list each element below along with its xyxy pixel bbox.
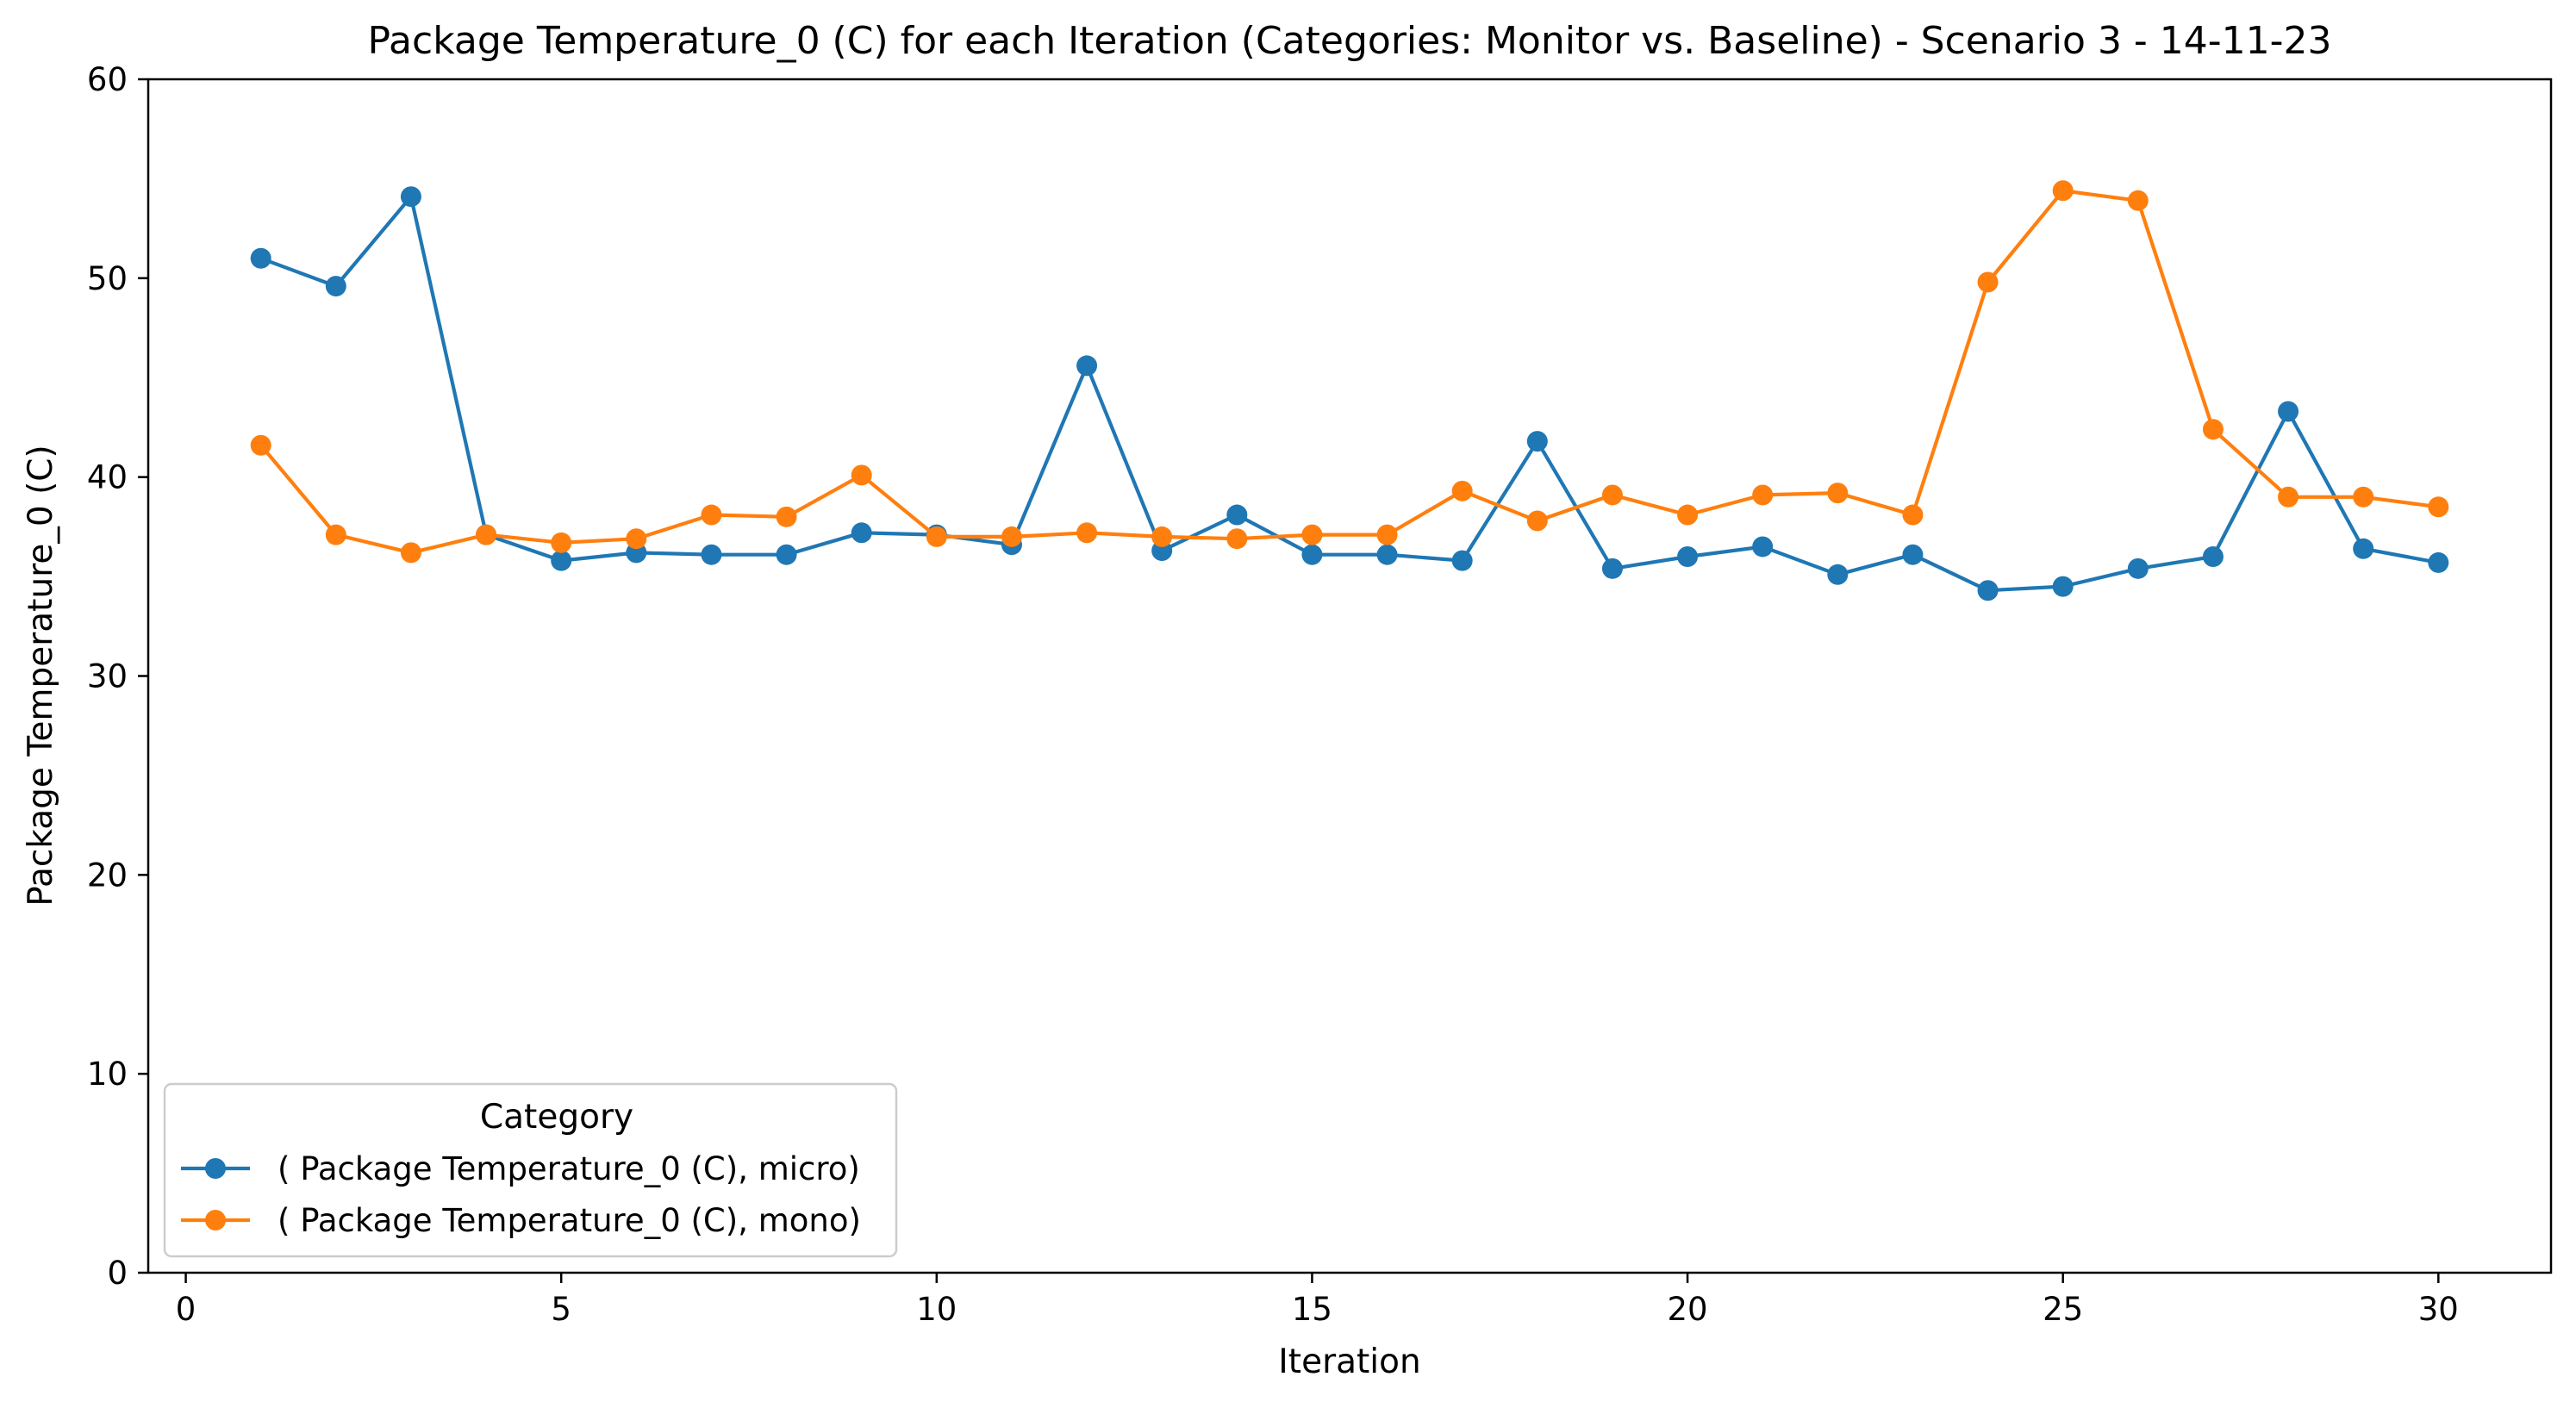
y-tick-label: 40 <box>87 459 128 496</box>
data-point <box>400 542 421 564</box>
data-point <box>1526 510 1548 532</box>
data-point <box>1376 544 1398 565</box>
series-line <box>259 189 2439 555</box>
data-point <box>1601 484 1623 506</box>
data-point <box>1076 522 1098 544</box>
data-point <box>1301 544 1323 565</box>
y-tick-label: 60 <box>87 61 128 98</box>
data-point <box>1601 558 1623 579</box>
y-tick-label: 0 <box>107 1255 128 1292</box>
plot-area: 0 5 10 15 20 25 30 0 10 20 30 40 50 60 <box>87 61 2553 1328</box>
data-point <box>2052 180 2074 202</box>
data-point <box>551 550 572 571</box>
data-point <box>2353 486 2374 508</box>
data-point <box>2127 558 2149 579</box>
data-point <box>701 504 722 526</box>
y-tick-label: 50 <box>87 260 128 297</box>
data-point <box>1677 504 1699 526</box>
data-point <box>1376 524 1398 545</box>
legend-marker <box>205 1158 226 1179</box>
x-tick-label: 5 <box>551 1291 571 1328</box>
data-point <box>626 528 647 550</box>
data-point <box>551 532 572 553</box>
data-point <box>1226 528 1248 550</box>
x-tick-label: 25 <box>2043 1291 2083 1328</box>
data-point <box>776 506 797 527</box>
data-point <box>2127 190 2149 211</box>
data-point <box>250 247 271 269</box>
legend-items: ( Package Temperature_0 (C), micro) ( Pac… <box>181 1150 861 1239</box>
legend-title: Category <box>480 1098 633 1137</box>
legend: Category ( Package Temperature_0 (C), mi… <box>163 1082 898 1258</box>
data-point <box>2278 486 2299 508</box>
data-point <box>1151 526 1173 547</box>
data-point <box>1752 536 1774 558</box>
legend-marker <box>205 1210 226 1230</box>
data-point <box>1451 550 1473 571</box>
series-line <box>259 195 2439 593</box>
y-axis-ticks: 0 10 20 30 40 50 60 <box>87 61 148 1292</box>
data-point <box>1827 564 1849 585</box>
data-point <box>325 524 346 545</box>
data-point <box>1526 431 1548 452</box>
data-point <box>2278 401 2299 422</box>
y-tick-label: 20 <box>87 857 128 894</box>
data-point <box>2202 546 2224 567</box>
data-point <box>1001 526 1022 547</box>
data-point <box>1977 271 1999 293</box>
x-axis-label: Iteration <box>1278 1343 1420 1381</box>
x-axis-ticks: 0 5 10 15 20 25 30 <box>176 1273 2459 1328</box>
legend-label: ( Package Temperature_0 (C), micro) <box>278 1150 860 1187</box>
y-axis-label: Package Temperature_0 (C) <box>22 445 60 906</box>
data-point <box>1752 484 1774 506</box>
data-point <box>926 526 947 547</box>
data-point <box>1827 483 1849 504</box>
x-tick-label: 15 <box>1292 1291 1332 1328</box>
data-point <box>851 464 872 486</box>
data-point <box>2428 551 2449 573</box>
legend-label: ( Package Temperature_0 (C), mono) <box>278 1202 861 1239</box>
data-point <box>1301 524 1323 545</box>
data-point <box>1902 544 1924 565</box>
chart-title: Package Temperature_0 (C) for each Itera… <box>367 19 2331 63</box>
data-point <box>1451 480 1473 502</box>
series-1 <box>250 186 2449 601</box>
data-point <box>1902 504 1924 526</box>
data-point <box>1076 355 1098 377</box>
data-point <box>325 276 346 297</box>
data-point <box>851 522 872 544</box>
series-layer <box>250 180 2449 601</box>
data-point <box>400 186 421 208</box>
x-tick-label: 20 <box>1668 1291 1708 1328</box>
data-point <box>701 544 722 565</box>
data-point <box>1677 546 1699 567</box>
legend-box <box>163 1082 898 1258</box>
data-point <box>250 434 271 456</box>
data-point <box>2202 419 2224 440</box>
data-point <box>2052 576 2074 597</box>
data-point <box>1226 504 1248 526</box>
data-point <box>476 524 497 545</box>
data-point <box>2428 496 2449 518</box>
data-point <box>776 544 797 565</box>
plot-frame <box>147 78 2553 1274</box>
x-tick-label: 30 <box>2418 1291 2459 1328</box>
data-point <box>1977 580 1999 601</box>
legend-item: ( Package Temperature_0 (C), mono) <box>181 1202 861 1239</box>
legend-item: ( Package Temperature_0 (C), micro) <box>181 1150 860 1187</box>
x-tick-label: 10 <box>916 1291 957 1328</box>
x-tick-label: 0 <box>176 1291 196 1328</box>
y-tick-label: 10 <box>87 1056 128 1093</box>
y-tick-label: 30 <box>87 658 128 695</box>
series-2 <box>250 180 2449 564</box>
data-point <box>2353 538 2374 559</box>
